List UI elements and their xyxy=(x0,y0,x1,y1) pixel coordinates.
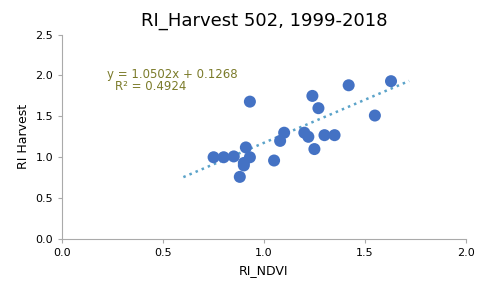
Point xyxy=(236,175,244,179)
Point xyxy=(240,161,248,165)
Point xyxy=(304,134,312,139)
Point xyxy=(309,94,316,98)
Point xyxy=(270,158,278,163)
Y-axis label: RI Harvest: RI Harvest xyxy=(17,104,30,169)
Point xyxy=(331,133,338,137)
X-axis label: RI_NDVI: RI_NDVI xyxy=(239,264,289,276)
Point xyxy=(300,130,308,135)
Text: y = 1.0502x + 0.1268: y = 1.0502x + 0.1268 xyxy=(107,68,238,81)
Point xyxy=(246,155,254,160)
Point xyxy=(230,154,238,159)
Point xyxy=(246,99,254,104)
Point xyxy=(387,79,395,84)
Point xyxy=(276,139,284,143)
Title: RI_Harvest 502, 1999-2018: RI_Harvest 502, 1999-2018 xyxy=(141,12,387,31)
Point xyxy=(311,147,318,151)
Point xyxy=(371,113,379,118)
Point xyxy=(280,130,288,135)
Point xyxy=(314,106,322,111)
Point xyxy=(240,163,248,168)
Point xyxy=(220,155,228,160)
Point xyxy=(210,155,217,160)
Point xyxy=(242,145,250,150)
Point xyxy=(321,133,328,137)
Point xyxy=(345,83,352,88)
Text: R² = 0.4924: R² = 0.4924 xyxy=(115,80,186,93)
